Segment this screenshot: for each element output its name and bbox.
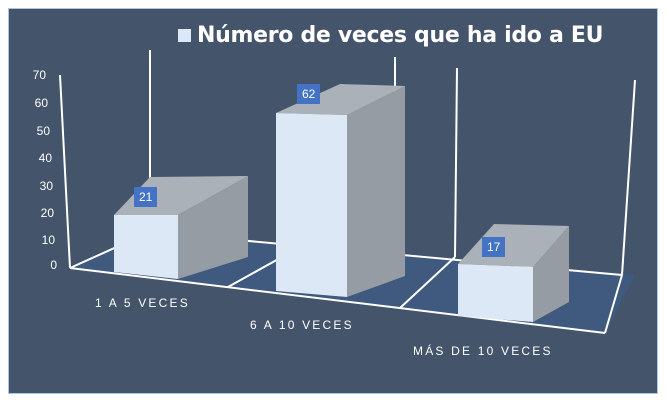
y-tick-50: 50 xyxy=(36,124,50,138)
y-tick-40: 40 xyxy=(38,151,52,165)
y-tick-30: 30 xyxy=(39,179,53,193)
bar-6-a-10-veces xyxy=(276,84,405,297)
chart-title-text: Número de veces que ha ido a EU xyxy=(197,22,604,48)
y-tick-0: 0 xyxy=(50,258,57,272)
y-tick-70: 70 xyxy=(32,68,46,82)
bar-mas-de-10-veces xyxy=(458,224,569,322)
legend-swatch-icon xyxy=(178,28,191,42)
data-label-bar-1: 21 xyxy=(134,187,158,207)
data-label-bar-2: 62 xyxy=(297,84,321,104)
chart-title: Número de veces que ha ido a EU xyxy=(178,20,603,50)
data-label-bar-3: 17 xyxy=(482,237,506,257)
category-label-1: 1 A 5 VECES xyxy=(95,296,190,310)
y-tick-60: 60 xyxy=(34,96,48,110)
category-label-2: 6 A 10 VECES xyxy=(250,318,354,332)
category-label-3: MÁS DE 10 VECES xyxy=(413,344,553,358)
y-tick-10: 10 xyxy=(41,233,55,247)
y-tick-20: 20 xyxy=(40,206,54,220)
